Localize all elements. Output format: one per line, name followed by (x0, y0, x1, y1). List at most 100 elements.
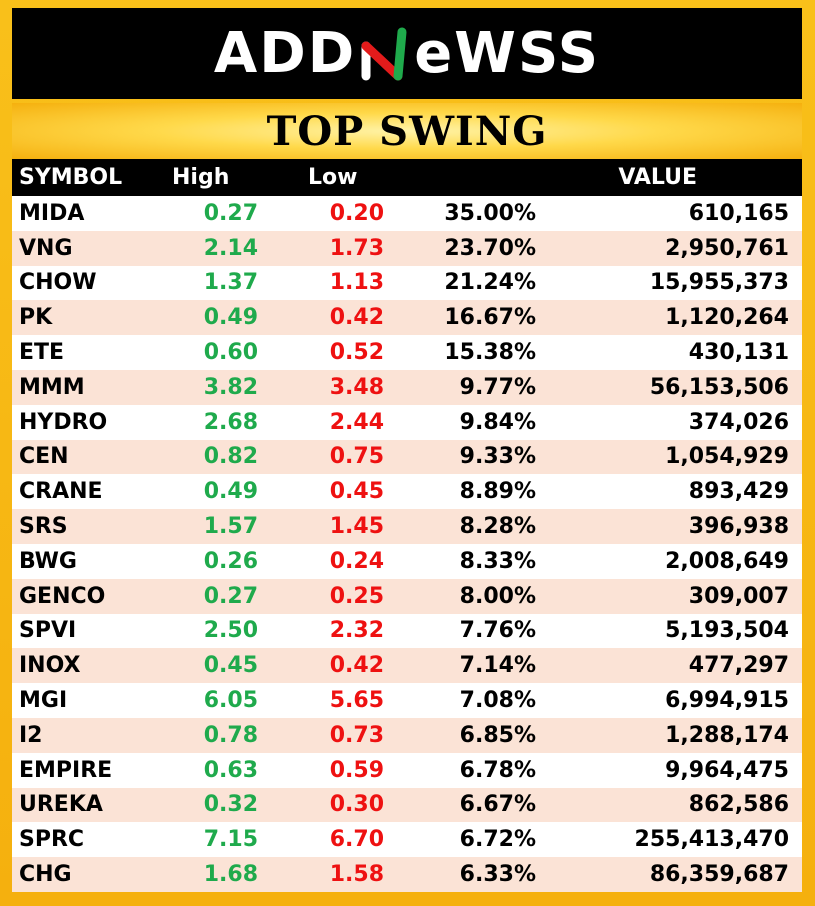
cell-pct: 16.67% (444, 305, 536, 331)
cell-value: 477,297 (688, 653, 789, 679)
table-row: CHG 1.68 1.58 6.33% 86,359,687 (12, 857, 802, 892)
cell-pct: 7.14% (459, 653, 536, 679)
table-row: INOX 0.45 0.42 7.14% 477,297 (12, 648, 802, 684)
cell-high: 0.32 (203, 792, 258, 818)
table-row: PK 0.49 0.42 16.67% 1,120,264 (12, 300, 802, 336)
brand-banner: ADD eWSS (12, 8, 802, 99)
cell-high: 3.82 (203, 374, 258, 400)
cell-value: 15,955,373 (649, 270, 789, 296)
cell-low: 1.58 (329, 862, 384, 888)
cell-pct: 6.72% (459, 827, 536, 853)
cell-value: 309,007 (688, 583, 789, 609)
cell-low: 0.42 (329, 653, 384, 679)
cell-low: 0.30 (329, 792, 384, 818)
cell-pct: 6.67% (459, 792, 536, 818)
cell-pct: 7.76% (459, 618, 536, 644)
brand-logo: ADD eWSS (213, 20, 601, 86)
cell-symbol: INOX (19, 653, 81, 679)
table-row: MGI 6.05 5.65 7.08% 6,994,915 (12, 683, 802, 718)
cell-pct: 35.00% (444, 200, 536, 226)
table-row: MMM 3.82 3.48 9.77% 56,153,506 (12, 369, 802, 405)
cell-pct: 8.28% (459, 514, 536, 540)
table-row: CHOW 1.37 1.13 21.24% 15,955,373 (12, 265, 802, 301)
cell-value: 374,026 (688, 409, 789, 435)
table-row: VNG 2.14 1.73 23.70% 2,950,761 (12, 230, 802, 266)
table-row: UREKA 0.32 0.30 6.67% 862,586 (12, 787, 802, 823)
table-row: I2 0.78 0.73 6.85% 1,288,174 (12, 717, 802, 753)
title-band: TOP SWING (12, 103, 802, 159)
cell-low: 3.48 (329, 374, 384, 400)
cell-value: 5,193,504 (665, 618, 789, 644)
cell-high: 2.50 (203, 618, 258, 644)
cell-symbol: CHOW (19, 270, 97, 296)
cell-symbol: MGI (19, 688, 68, 714)
cell-symbol: HYDRO (19, 409, 108, 435)
cell-high: 0.49 (203, 479, 258, 505)
table-body: MIDA 0.27 0.20 35.00% 610,165 VNG 2.14 1.73 23.7… (12, 196, 802, 892)
cell-value: 610,165 (688, 200, 789, 226)
cell-value: 1,054,929 (665, 444, 789, 470)
table-row: HYDRO 2.68 2.44 9.84% 374,026 (12, 404, 802, 440)
cell-symbol: UREKA (19, 792, 103, 818)
cell-value: 893,429 (688, 479, 789, 505)
cell-high: 6.05 (203, 688, 258, 714)
cell-value: 9,964,475 (665, 757, 789, 783)
cell-symbol: CEN (19, 444, 69, 470)
cell-symbol: MIDA (19, 200, 85, 226)
cell-symbol: PK (19, 305, 53, 331)
cell-high: 0.82 (203, 444, 258, 470)
logo-text-right: eWSS (414, 20, 601, 86)
cell-low: 6.70 (329, 827, 384, 853)
table-row: MIDA 0.27 0.20 35.00% 610,165 (12, 196, 802, 231)
table-row: SRS 1.57 1.45 8.28% 396,938 (12, 509, 802, 544)
cell-low: 2.44 (329, 409, 384, 435)
cell-value: 255,413,470 (634, 827, 789, 853)
header-high: High (172, 165, 230, 190)
cell-symbol: SPRC (19, 827, 85, 853)
cell-high: 0.45 (203, 653, 258, 679)
cell-low: 0.73 (329, 722, 384, 748)
table-row: SPVI 2.50 2.32 7.76% 5,193,504 (12, 613, 802, 649)
cell-high: 1.37 (203, 270, 258, 296)
table-row: SPRC 7.15 6.70 6.72% 255,413,470 (12, 822, 802, 858)
cell-pct: 8.33% (459, 548, 536, 574)
cell-symbol: EMPIRE (19, 757, 113, 783)
cell-value: 56,153,506 (649, 374, 789, 400)
header-value: VALUE (618, 165, 697, 190)
table-row: ETE 0.60 0.52 15.38% 430,131 (12, 335, 802, 370)
header-low: Low (308, 165, 358, 190)
cell-pct: 7.08% (459, 688, 536, 714)
cell-value: 6,994,915 (665, 688, 789, 714)
cell-symbol: MMM (19, 374, 85, 400)
cell-pct: 9.33% (459, 444, 536, 470)
cell-pct: 9.84% (459, 409, 536, 435)
cell-high: 1.57 (203, 514, 258, 540)
cell-high: 0.27 (203, 200, 258, 226)
cell-value: 396,938 (688, 514, 789, 540)
cell-symbol: I2 (19, 722, 43, 748)
logo-text-left: ADD (213, 20, 357, 86)
cell-pct: 6.33% (459, 862, 536, 888)
cell-high: 2.68 (203, 409, 258, 435)
table-row: CRANE 0.49 0.45 8.89% 893,429 (12, 474, 802, 510)
cell-low: 1.73 (329, 235, 384, 261)
cell-pct: 8.89% (459, 479, 536, 505)
table-header: SYMBOL High Low VALUE (12, 159, 802, 196)
cell-pct: 21.24% (444, 270, 536, 296)
cell-low: 0.59 (329, 757, 384, 783)
cell-high: 0.27 (203, 583, 258, 609)
cell-high: 0.49 (203, 305, 258, 331)
cell-low: 0.25 (329, 583, 384, 609)
cell-pct: 23.70% (444, 235, 536, 261)
cell-low: 0.52 (329, 340, 384, 366)
cell-low: 1.45 (329, 514, 384, 540)
cell-low: 0.45 (329, 479, 384, 505)
cell-symbol: CHG (19, 862, 72, 888)
cell-low: 0.42 (329, 305, 384, 331)
cell-symbol: BWG (19, 548, 77, 574)
logo-n-mark-icon (358, 26, 412, 82)
cell-value: 1,288,174 (665, 722, 789, 748)
cell-low: 0.75 (329, 444, 384, 470)
cell-low: 1.13 (329, 270, 384, 296)
cell-symbol: CRANE (19, 479, 103, 505)
